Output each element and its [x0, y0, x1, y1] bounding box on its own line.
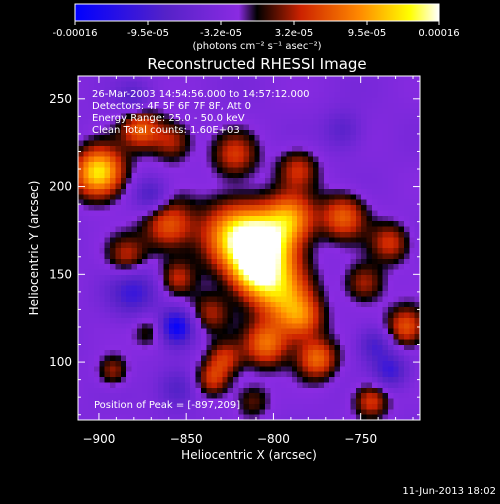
heatmap-image	[78, 76, 420, 420]
info-clean-counts: Clean Total counts: 1.60E+03	[92, 125, 240, 136]
colorbar-tick-label: -0.00016	[53, 28, 98, 39]
colorbar-tick-label: 9.5e-05	[348, 28, 386, 39]
y-tick-label: 250	[49, 92, 72, 106]
colorbar-tick-label: -9.5e-05	[127, 28, 169, 39]
y-tick-label: 200	[49, 180, 72, 194]
x-tick-label: −900	[82, 432, 115, 446]
x-tick-label: −750	[344, 432, 377, 446]
footer-date: 11-Jun-2013 18:02	[402, 486, 496, 497]
info-time-range: 26-Mar-2003 14:54:56.000 to 14:57:12.000	[92, 89, 310, 100]
colorbar-unit-label: (photons cm⁻² s⁻¹ asec⁻²)	[192, 41, 321, 52]
peak-position-label: Position of Peak = [-897,209]	[94, 400, 240, 411]
colorbar-tick-label: -3.2e-05	[200, 28, 242, 39]
axes-frame	[77, 75, 421, 421]
x-tick-label: −850	[170, 432, 203, 446]
x-tick-label: −800	[257, 432, 290, 446]
colorbar-tick-label: 3.2e-05	[275, 28, 313, 39]
colorbar-tick-label: 0.00016	[418, 28, 459, 39]
colorbar-tick-marks	[74, 21, 440, 25]
observation-info: 26-Mar-2003 14:54:56.000 to 14:57:12.000…	[92, 89, 310, 136]
chart-title: Reconstructed RHESSI Image	[147, 55, 366, 73]
y-tick-label: 150	[49, 267, 72, 281]
x-axis-label: Heliocentric X (arcsec)	[181, 448, 317, 462]
colorbar: -0.00016 -9.5e-05 -3.2e-05 3.2e-05 9.5e-…	[53, 3, 460, 52]
y-axis-label: Heliocentric Y (arcsec)	[27, 181, 41, 316]
info-detectors: Detectors: 4F 5F 6F 7F 8F, Att 0	[92, 101, 251, 112]
info-energy-range: Energy Range: 25.0 - 50.0 keV	[92, 113, 245, 124]
y-tick-label: 100	[49, 355, 72, 369]
axis-ticks	[78, 76, 420, 420]
colorbar-gradient	[74, 3, 440, 22]
x-axis-ticks: −900 −850 −800 −750	[82, 432, 377, 446]
y-axis-ticks: 100 150 200 250	[49, 92, 72, 369]
plot-area	[78, 76, 420, 420]
